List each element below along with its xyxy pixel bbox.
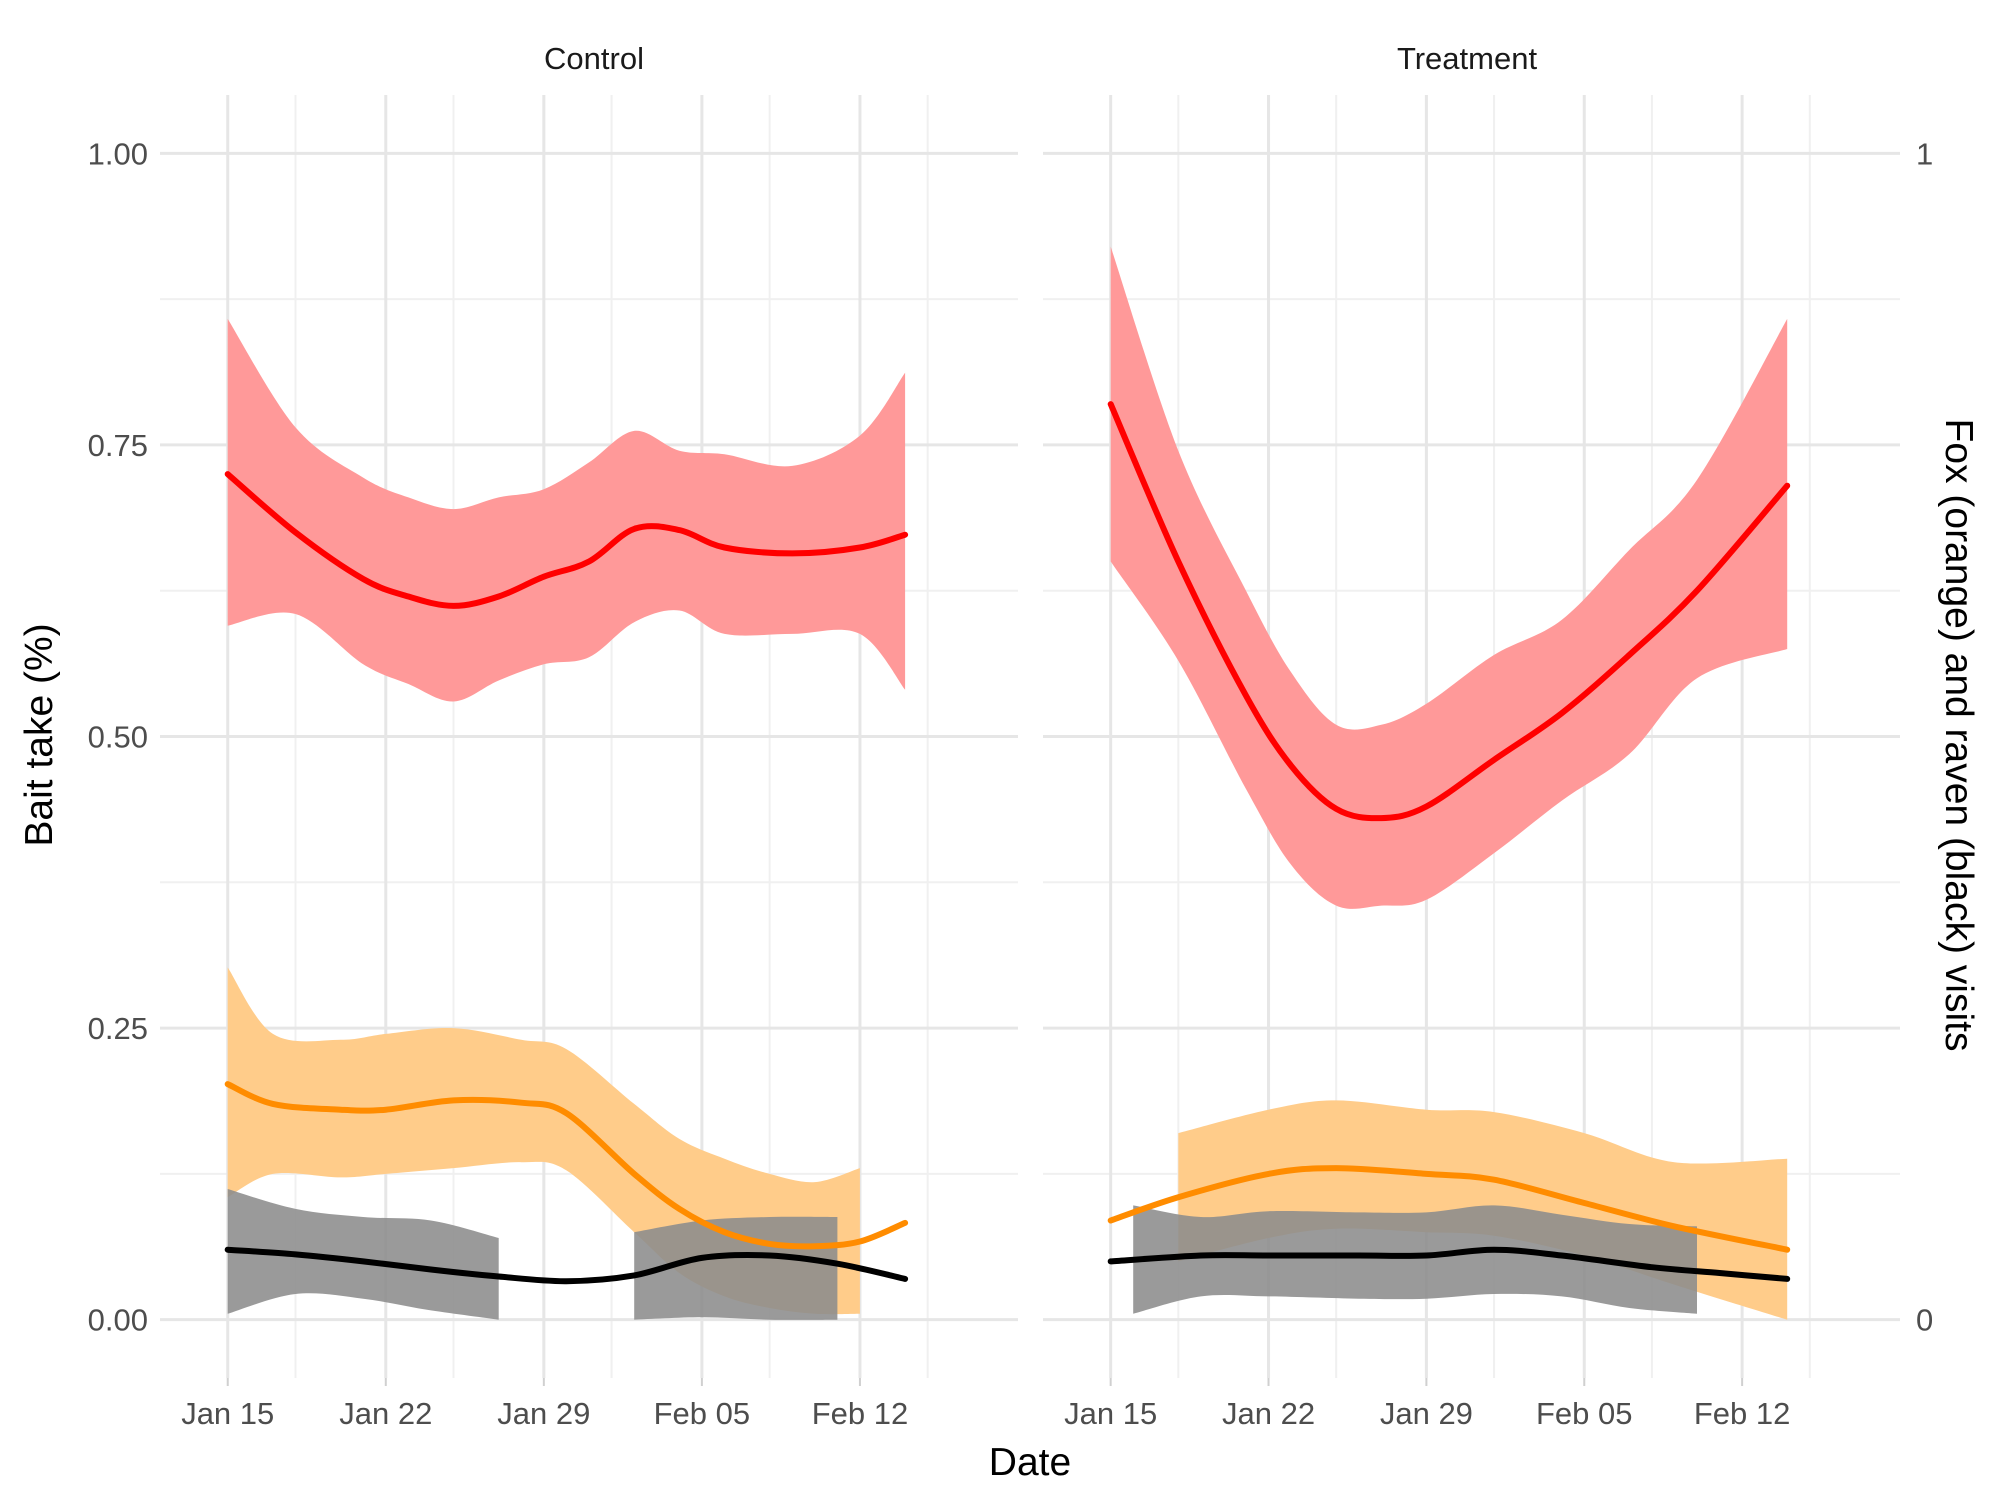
lines-control bbox=[224, 471, 909, 1285]
y-tick-label: 0.75 bbox=[88, 428, 148, 463]
x-tick-label-control: Jan 15 bbox=[181, 1396, 274, 1431]
x-tick-label-control: Feb 05 bbox=[654, 1396, 751, 1431]
y-tick-label: 1.00 bbox=[88, 136, 148, 171]
panel-control: Control Jan 15 Jan 22 Jan 29 Feb 05 Feb 12 bbox=[160, 41, 1018, 1431]
fox-visits-line-control bbox=[224, 1081, 909, 1250]
x-tick-label-treatment: Jan 15 bbox=[1064, 1396, 1157, 1431]
x-tick-label-treatment: Jan 22 bbox=[1222, 1396, 1315, 1431]
bait-take-line-control bbox=[224, 471, 909, 609]
x-axis-title: Date bbox=[989, 1441, 1071, 1484]
bait-take-ci-band-treatment bbox=[1110, 246, 1788, 909]
x-tick-label-treatment: Feb 05 bbox=[1536, 1396, 1633, 1431]
y-tick-label: 0.25 bbox=[88, 1011, 148, 1046]
bands-control bbox=[227, 318, 906, 1320]
x-tick-label-treatment: Jan 29 bbox=[1380, 1396, 1473, 1431]
y-axis-left: 0.00 0.25 0.50 0.75 1.00 bbox=[88, 136, 148, 1337]
y2-axis-title: Fox (orange) and raven (black) visits bbox=[1937, 419, 1980, 1052]
raven-visits-line-treatment bbox=[1107, 1246, 1791, 1282]
panel-treatment: Treatment Jan 15 Jan 22 Jan 29 Feb 05 Feb 12 bbox=[1043, 41, 1900, 1431]
x-tick-label-control: Jan 22 bbox=[339, 1396, 432, 1431]
y-tick-label: 0.50 bbox=[88, 720, 148, 755]
grid-control bbox=[160, 95, 1018, 1378]
y-axis-right: 01 bbox=[1916, 136, 1933, 1337]
lines-treatment bbox=[1107, 401, 1791, 1282]
y2-tick-label: 0 bbox=[1916, 1303, 1933, 1338]
y-tick-label: 0.00 bbox=[88, 1303, 148, 1338]
panel-title-control: Control bbox=[544, 41, 644, 76]
x-tick-label-treatment: Feb 12 bbox=[1694, 1396, 1791, 1431]
y2-tick-label: 1 bbox=[1916, 136, 1933, 171]
bait-take-line-treatment bbox=[1107, 401, 1791, 822]
fox-visits-line-treatment bbox=[1107, 1165, 1791, 1253]
bait-take-ci-band-control bbox=[227, 318, 906, 702]
panel-title-treatment: Treatment bbox=[1397, 41, 1538, 76]
x-ticks-treatment: Jan 15 Jan 22 Jan 29 Feb 05 Feb 12 bbox=[1064, 1378, 1790, 1431]
x-tick-label-control: Jan 29 bbox=[497, 1396, 590, 1431]
raven-visits-ci-band-treatment bbox=[1133, 1205, 1697, 1314]
raven-visits-line-control bbox=[224, 1246, 909, 1285]
y-axis-title: Bait take (%) bbox=[18, 623, 61, 846]
raven-visits-ci-band-control bbox=[634, 1216, 838, 1320]
x-tick-label-control: Feb 12 bbox=[812, 1396, 909, 1431]
raven-visits-ci-band-control bbox=[227, 1189, 499, 1320]
bands-treatment bbox=[1110, 246, 1788, 1320]
x-ticks-control: Jan 15 Jan 22 Jan 29 Feb 05 Feb 12 bbox=[181, 1378, 908, 1431]
